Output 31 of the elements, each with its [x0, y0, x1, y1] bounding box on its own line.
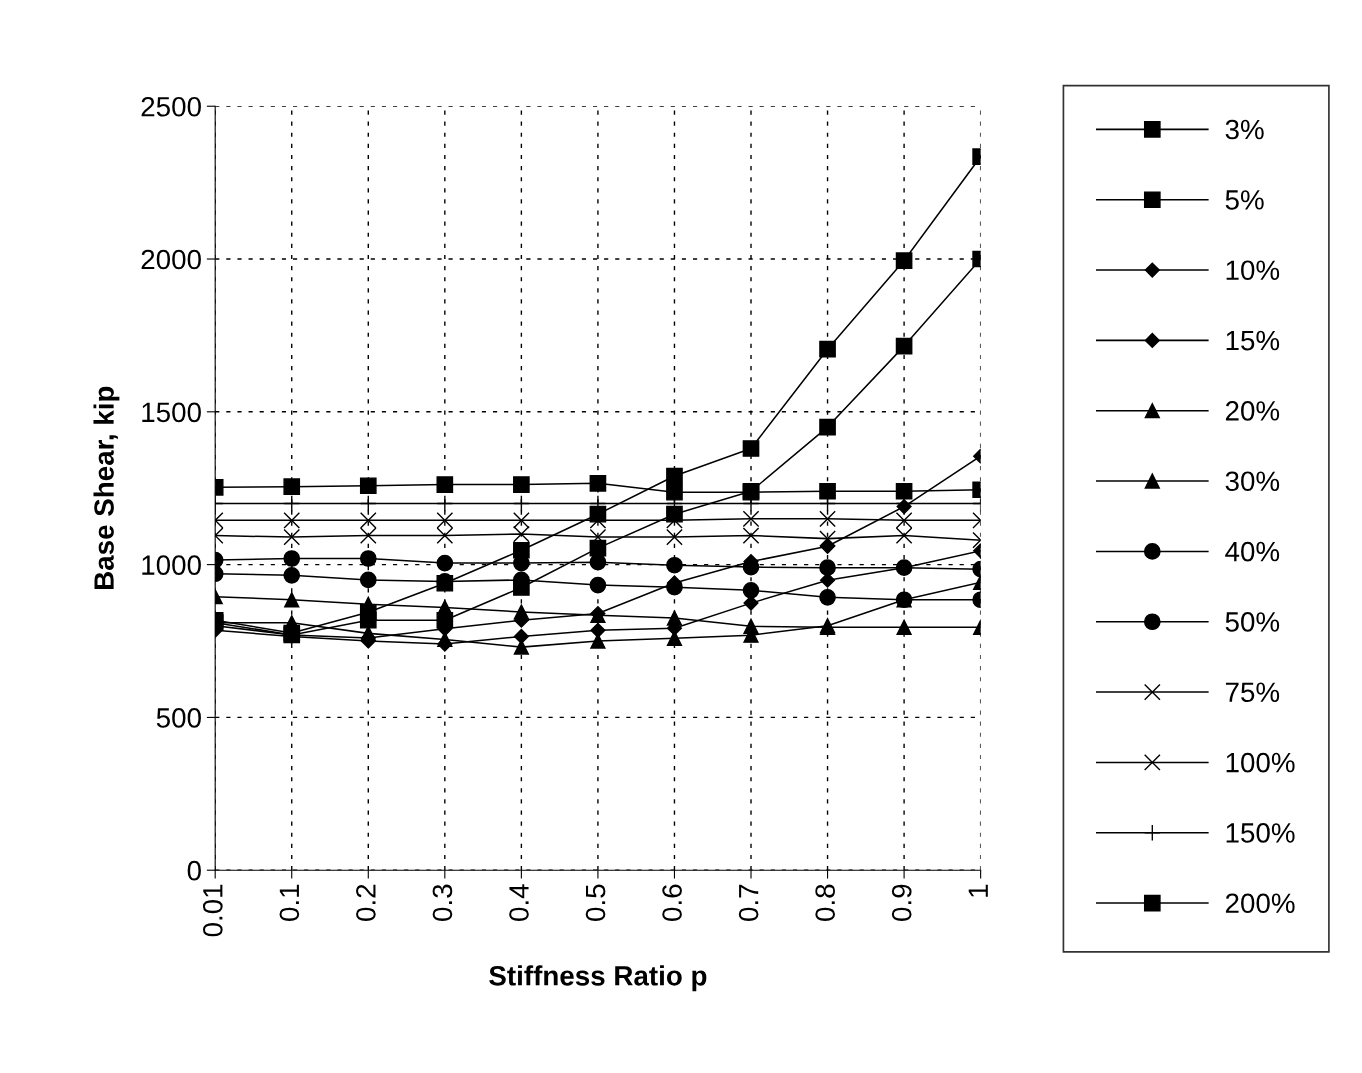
legend-label: 5%	[1225, 190, 1264, 210]
y-axis-title: Base Shear, kip	[93, 386, 120, 590]
legend-label: 100%	[1226, 752, 1295, 773]
y-tick-label: 2500	[141, 96, 201, 117]
y-tick-label: 1000	[142, 555, 201, 575]
legend-label: 15%	[1226, 330, 1280, 351]
y-tick-label: 2000	[141, 249, 201, 270]
x-tick-label: 0.1	[279, 884, 300, 921]
legend-label: 10%	[1226, 260, 1280, 281]
x-tick-label: 0.8	[815, 884, 836, 921]
x-tick-label: 0.3	[432, 884, 453, 921]
legend-label: 30%	[1225, 471, 1280, 492]
y-tick-label: 500	[156, 708, 201, 728]
legend-label: 200%	[1225, 893, 1295, 914]
x-tick-label: 0.6	[662, 884, 682, 921]
legend-label: 3%	[1225, 119, 1264, 140]
legend-label: 150%	[1226, 823, 1295, 843]
y-tick-label: 0	[187, 860, 201, 881]
x-tick-label: 0.7	[738, 884, 759, 921]
x-tick-label: 0.01	[202, 884, 223, 937]
x-tick-label: 0.9	[891, 884, 912, 921]
y-tick-label: 1500	[142, 402, 201, 423]
legend-label: 75%	[1225, 682, 1280, 703]
legend-label: 50%	[1225, 612, 1280, 632]
legend-label: 20%	[1225, 401, 1280, 421]
x-tick-label: 0.5	[585, 884, 606, 921]
x-tick-label: 1	[968, 884, 988, 897]
x-tick-label: 0.2	[356, 884, 376, 921]
legend-label: 40%	[1225, 541, 1280, 562]
x-tick-label: 0.4	[509, 884, 529, 921]
x-axis-title: Stiffness Ratio p	[489, 965, 707, 992]
